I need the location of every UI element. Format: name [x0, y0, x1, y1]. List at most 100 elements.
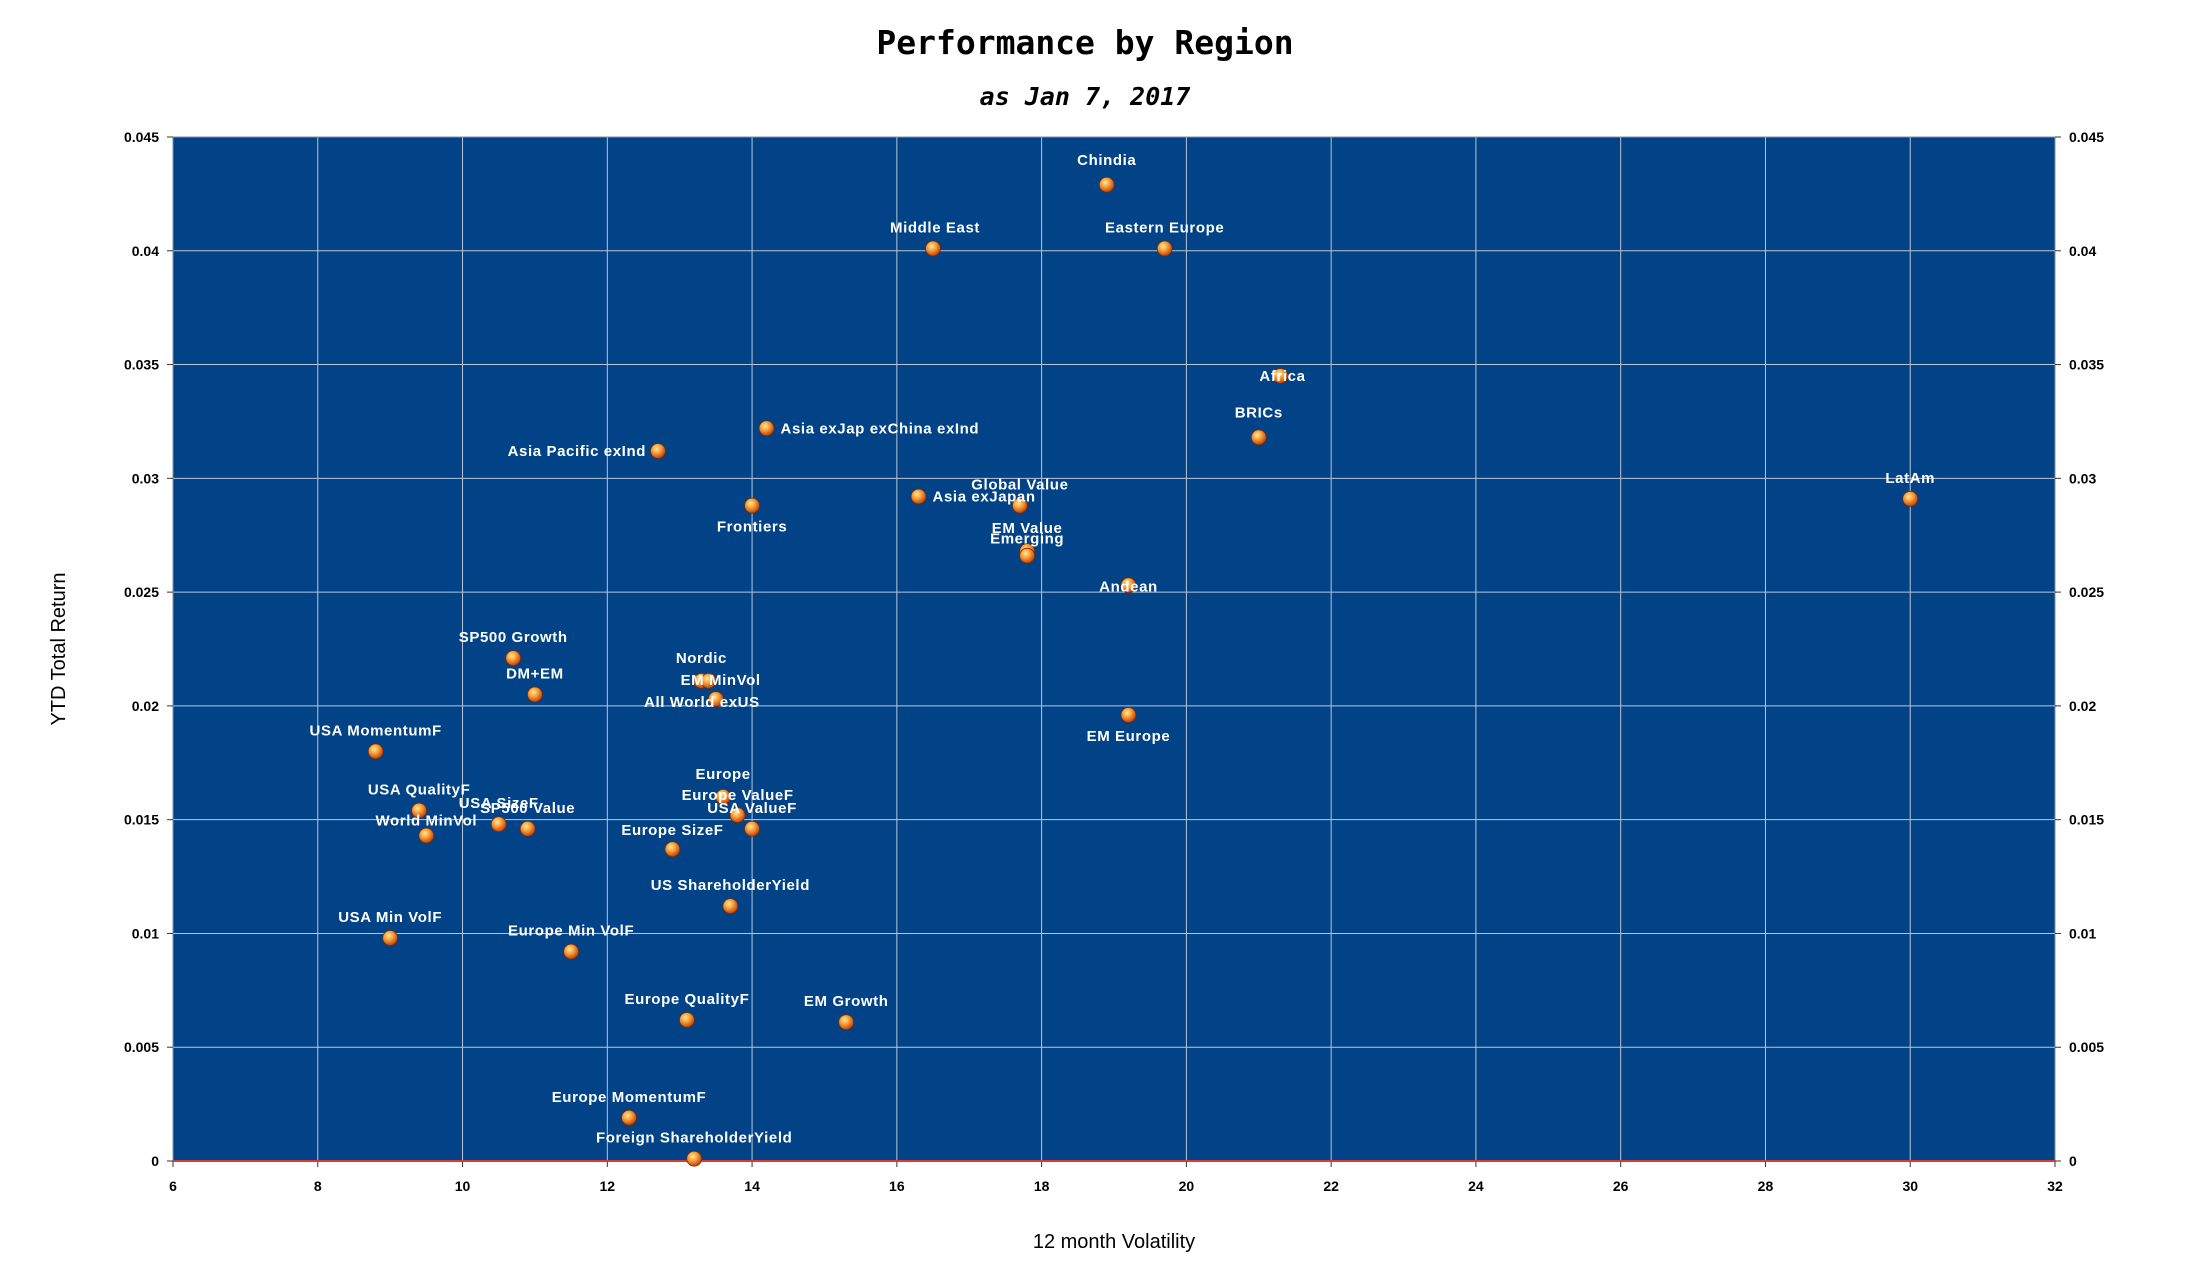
x-tick-label: 10 — [455, 1178, 471, 1194]
data-point-label: SP500 Value — [480, 800, 575, 817]
x-tick-label: 32 — [2047, 1178, 2063, 1194]
data-point-label: DM+EM — [506, 666, 564, 683]
data-point-label: Europe Min VolF — [508, 923, 634, 940]
y-tick-label: 0.035 — [124, 357, 159, 373]
data-point-marker — [1272, 368, 1289, 384]
x-tick-label: 18 — [1034, 1178, 1050, 1194]
data-point-marker — [700, 672, 717, 689]
data-point-label: Asia exJap exChina exInd — [781, 420, 980, 437]
data-point-marker — [1250, 429, 1267, 446]
data-point-label: USA MomentumF — [310, 722, 442, 739]
data-point-label: Nordic — [676, 650, 727, 667]
data-point-label: Europe — [695, 766, 750, 783]
y-axis-title: YTD Total Return — [48, 572, 70, 725]
data-point-label: Emerging — [990, 531, 1064, 548]
data-point-label: EM Value — [992, 520, 1063, 537]
y2-tick-label: 0.015 — [2069, 812, 2104, 828]
y2-tick-label: 0.005 — [2069, 1039, 2104, 1055]
data-point-marker — [621, 1109, 637, 1126]
data-point-marker — [490, 816, 507, 833]
y-tick-label: 0.005 — [124, 1039, 159, 1055]
x-tick-label: 24 — [1468, 1178, 1484, 1194]
data-point-marker — [1120, 707, 1137, 723]
data-point-label: Foreign ShareholderYield — [596, 1130, 792, 1147]
data-point-marker — [838, 1014, 855, 1031]
grid-lines — [172, 136, 2056, 1162]
x-tick-label: 20 — [1179, 1178, 1195, 1194]
data-points — [367, 176, 1919, 1167]
data-point-label: All World exUS — [644, 694, 760, 711]
y2-tick-label: 0.04 — [2069, 243, 2096, 259]
data-point-marker — [411, 802, 428, 819]
data-point-marker — [505, 650, 522, 667]
x-tick-label: 12 — [600, 1178, 616, 1194]
y2-tick-label: 0.035 — [2069, 357, 2104, 373]
data-point-marker — [527, 686, 543, 703]
y-tick-label: 0.02 — [132, 698, 159, 714]
x-axis-title: 12 month Volatility — [1033, 1231, 1195, 1253]
data-point-marker — [519, 820, 536, 837]
y-tick-label: 0.045 — [124, 129, 159, 145]
x-tick-label: 16 — [889, 1178, 905, 1194]
data-point-label: USA SizeF — [459, 795, 539, 812]
data-point-marker — [715, 789, 732, 805]
data-labels: Chindia Middle East Eastern Europe Africa BR… — [310, 152, 1935, 1147]
data-point-label: Chindia — [1077, 152, 1136, 169]
data-point-marker — [650, 443, 666, 459]
data-point-label: EM MinVol — [681, 672, 761, 689]
y-tick-label: 0.015 — [124, 812, 159, 828]
data-point-label: LatAm — [1885, 470, 1935, 487]
data-point-label: Europe QualityF — [625, 991, 750, 1008]
data-point-label: USA ValueF — [707, 800, 797, 817]
data-point-marker — [686, 1150, 703, 1167]
data-point-marker — [722, 898, 739, 915]
data-point-label: USA QualityF — [368, 782, 471, 799]
data-point-label: World MinVol — [376, 813, 478, 830]
data-point-label: Europe MomentumF — [552, 1089, 707, 1106]
y2-tick-label: 0.02 — [2069, 698, 2096, 714]
x-tick-label: 30 — [1902, 1178, 1918, 1194]
data-point-label: USA Min VolF — [338, 909, 442, 926]
y2-tick-label: 0 — [2069, 1153, 2077, 1169]
data-point-marker — [910, 488, 927, 505]
y2-tick-label: 0.045 — [2069, 129, 2104, 145]
plot-area — [173, 137, 2055, 1161]
data-point-marker — [707, 691, 724, 707]
x-tick-label: 14 — [744, 1178, 760, 1194]
data-point-label: Eastern Europe — [1105, 220, 1224, 237]
data-point-label: Asia exJapan — [933, 489, 1036, 506]
data-point-label: Frontiers — [717, 519, 787, 536]
y2-tick-label: 0.01 — [2069, 925, 2096, 941]
data-point-label: Africa — [1259, 368, 1305, 385]
y-tick-label: 0 — [151, 1153, 159, 1169]
data-point-marker — [1120, 577, 1137, 594]
data-point-label: US ShareholderYield — [651, 877, 810, 894]
y2-tick-label: 0.03 — [2069, 470, 2096, 486]
y-tick-label: 0.025 — [124, 584, 159, 600]
data-point-marker — [664, 841, 681, 858]
x-tick-label: 6 — [169, 1178, 177, 1194]
y-tick-label: 0.03 — [132, 470, 159, 486]
data-point-marker — [418, 827, 435, 844]
chart-subtitle: as Jan 7, 2017 — [980, 82, 1191, 111]
x-tick-label: 22 — [1323, 1178, 1339, 1194]
data-point-marker — [925, 240, 941, 257]
data-point-marker — [1019, 547, 1036, 564]
data-point-marker — [1012, 497, 1028, 514]
data-point-marker — [744, 820, 760, 837]
x-tick-label: 26 — [1613, 1178, 1629, 1194]
data-point-label: Global Value — [971, 477, 1068, 494]
data-point-marker — [744, 497, 760, 514]
data-point-marker — [563, 943, 580, 960]
data-point-label: BRICs — [1235, 404, 1283, 421]
data-point-label: Asia Pacific exInd — [508, 443, 646, 460]
data-point-marker — [729, 807, 746, 824]
data-point-label: Europe SizeF — [621, 822, 723, 839]
data-point-marker — [367, 743, 384, 760]
data-point-marker — [1156, 240, 1173, 257]
data-point-marker — [679, 1012, 695, 1028]
data-point-marker — [382, 930, 399, 946]
x-tick-label: 8 — [314, 1178, 322, 1194]
data-point-label: SP500 Growth — [459, 629, 568, 646]
